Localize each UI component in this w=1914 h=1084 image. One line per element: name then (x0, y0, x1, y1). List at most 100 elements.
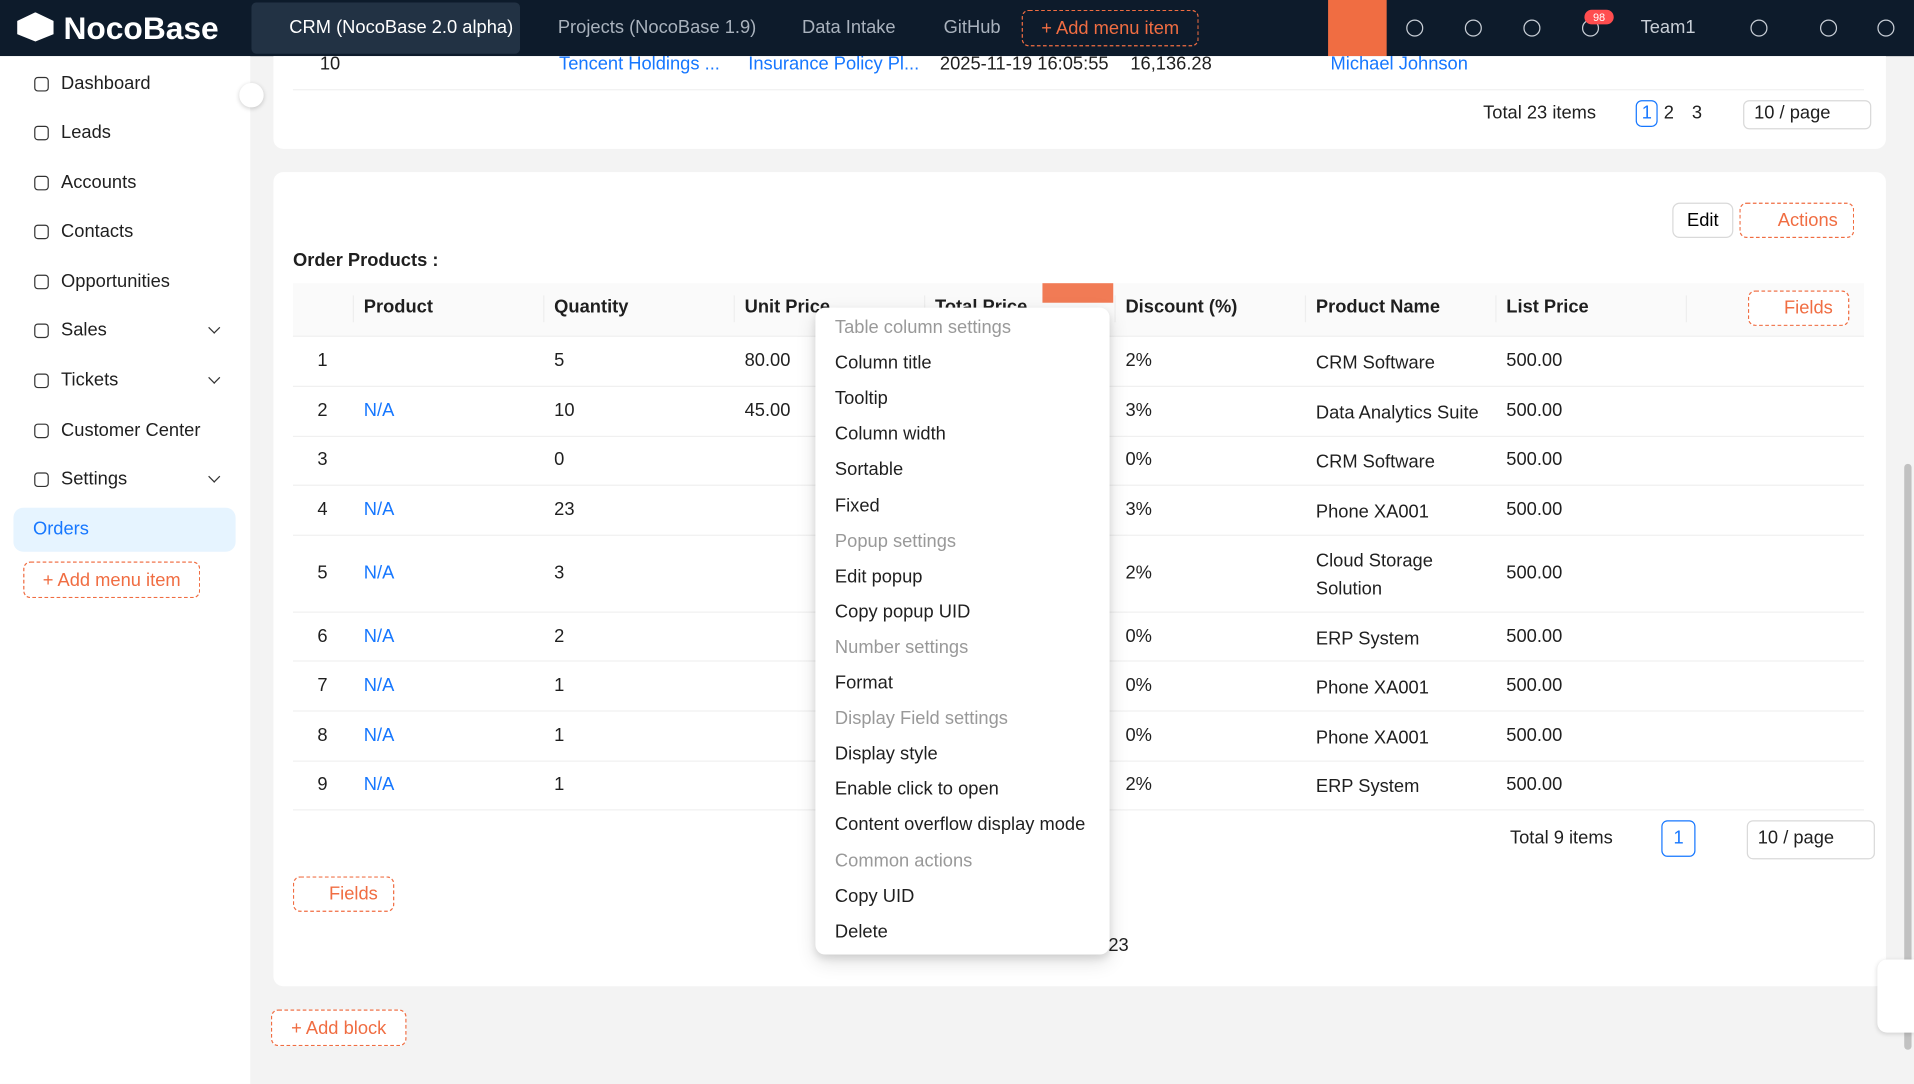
sidebar-item[interactable]: Tickets (61, 369, 119, 391)
table-cell: Michael Johnson (1330, 53, 1468, 75)
page-button[interactable]: 2 (1663, 102, 1674, 124)
menu-group-title: Number settings (834, 637, 969, 658)
menu-icon (34, 274, 49, 290)
table-cell: 2% (1125, 562, 1152, 584)
menu-item[interactable]: Copy UID (834, 885, 915, 907)
table-cell: 1 (554, 773, 565, 795)
menu-item[interactable]: Edit popup (834, 566, 923, 587)
column-divider (1495, 295, 1497, 323)
nav-tab[interactable]: GitHub (943, 17, 1001, 38)
table-cell: 10 (319, 53, 341, 75)
toolbar-icon[interactable] (1406, 19, 1424, 37)
card (273, 56, 1886, 149)
add-menu-item-button[interactable]: + Add menu item (1021, 9, 1199, 47)
row-number: 7 (317, 675, 328, 696)
table-cell: 1 (554, 725, 565, 746)
menu-item[interactable]: Tooltip (834, 388, 888, 410)
table-cell: N/A (363, 626, 395, 647)
menu-item[interactable]: Sortable (834, 459, 904, 481)
sidebar-item[interactable]: Orders (32, 518, 89, 540)
table-cell: N/A (363, 400, 395, 422)
page-button[interactable]: 3 (1691, 102, 1703, 124)
menu-item[interactable]: Enable click to open (834, 779, 999, 800)
column-header: List Price (1506, 296, 1589, 318)
table-cell: 0% (1125, 675, 1152, 696)
add-block-button[interactable]: + Add block (270, 1009, 407, 1047)
notification-badge: 98 (1584, 9, 1614, 25)
menu-icon (34, 125, 49, 141)
logo: NocoBase (63, 9, 219, 47)
page-button[interactable]: 1 (1661, 820, 1696, 857)
column-divider (1304, 295, 1307, 323)
menu-item[interactable]: Column title (834, 352, 932, 374)
row-number: 5 (317, 562, 328, 584)
table-cell: 3% (1125, 400, 1152, 422)
nav-tab[interactable]: CRM (NocoBase 2.0 alpha) (289, 17, 514, 38)
table-cell: 0% (1125, 449, 1152, 470)
column-divider (352, 295, 354, 323)
table-cell: 10 (554, 400, 575, 422)
table-cell: 3 (554, 562, 565, 584)
toolbar-icon[interactable] (1523, 19, 1541, 37)
active-tool (1328, 0, 1387, 57)
fields-button[interactable]: Fields (292, 876, 395, 912)
toolbar-icon[interactable] (1464, 19, 1482, 37)
sidebar-item[interactable]: Contacts (61, 220, 134, 242)
column-header: Product (363, 296, 433, 318)
sidebar-item[interactable]: Dashboard (61, 73, 151, 94)
menu-icon (34, 76, 49, 92)
user-menu[interactable]: Team1 (1640, 17, 1696, 38)
menu-item[interactable]: Display style (834, 743, 938, 765)
table-cell: 2% (1125, 773, 1152, 795)
nav-tab[interactable]: Data Intake (801, 17, 896, 38)
column-header: Product Name (1315, 296, 1441, 318)
side-toggle[interactable] (1877, 959, 1914, 1033)
pagination-total: Total 9 items (1509, 827, 1613, 849)
menu-group-title: Table column settings (834, 317, 1012, 339)
table-cell: Data Analytics Suite (1315, 402, 1479, 424)
table-cell: Phone XA001 (1315, 501, 1429, 523)
fields-button[interactable]: Fields (1747, 290, 1850, 326)
table-cell: 1 (554, 675, 565, 696)
menu-item[interactable]: Column width (834, 423, 946, 445)
table-cell: 500.00 (1506, 626, 1563, 647)
table-cell: Insurance Policy Pl... (748, 53, 920, 75)
table-cell: N/A (363, 773, 395, 795)
active-tab-bg (251, 2, 521, 54)
toolbar-icon[interactable] (1750, 19, 1768, 37)
page-button[interactable]: 23 (1108, 935, 1129, 956)
page-size-select[interactable]: 10 / page (1743, 100, 1871, 130)
page-button[interactable]: 1 (1635, 100, 1659, 127)
toolbar-icon[interactable] (1820, 19, 1838, 37)
sidebar-item[interactable]: Sales (61, 319, 107, 341)
column-header: Quantity (554, 296, 629, 318)
actions-button[interactable]: Actions (1739, 202, 1855, 239)
column-divider (1685, 295, 1687, 323)
menu-group-title: Common actions (834, 850, 973, 871)
nav-tab[interactable]: Projects (NocoBase 1.9) (557, 17, 757, 38)
sidebar-item[interactable]: Leads (61, 122, 111, 143)
edit-button[interactable]: Edit (1672, 202, 1734, 239)
menu-item[interactable]: Delete (834, 921, 888, 942)
add-menu-item-button[interactable]: + Add menu item (23, 561, 201, 599)
menu-item[interactable]: Content overflow display mode (834, 814, 1086, 836)
row-line (292, 89, 1864, 91)
menu-item[interactable]: Fixed (834, 494, 880, 516)
menu-icon (34, 373, 49, 389)
sidebar-item[interactable]: Settings (61, 468, 128, 490)
sidebar-item[interactable]: Accounts (61, 172, 137, 193)
table-cell: 0% (1125, 725, 1152, 746)
menu-item[interactable]: Copy popup UID (834, 601, 971, 623)
collapse-button[interactable] (239, 83, 264, 108)
page-size-select[interactable]: 10 / page (1746, 820, 1875, 860)
table-cell: N/A (363, 562, 395, 584)
sidebar-item[interactable]: Customer Center (61, 419, 201, 441)
menu-item[interactable]: Format (834, 672, 893, 694)
table-cell: ERP System (1315, 628, 1420, 650)
scrollbar (1904, 463, 1912, 1050)
toolbar-icon[interactable] (1877, 19, 1895, 37)
table-cell: 3% (1125, 499, 1152, 521)
sidebar-item[interactable]: Opportunities (61, 270, 170, 292)
